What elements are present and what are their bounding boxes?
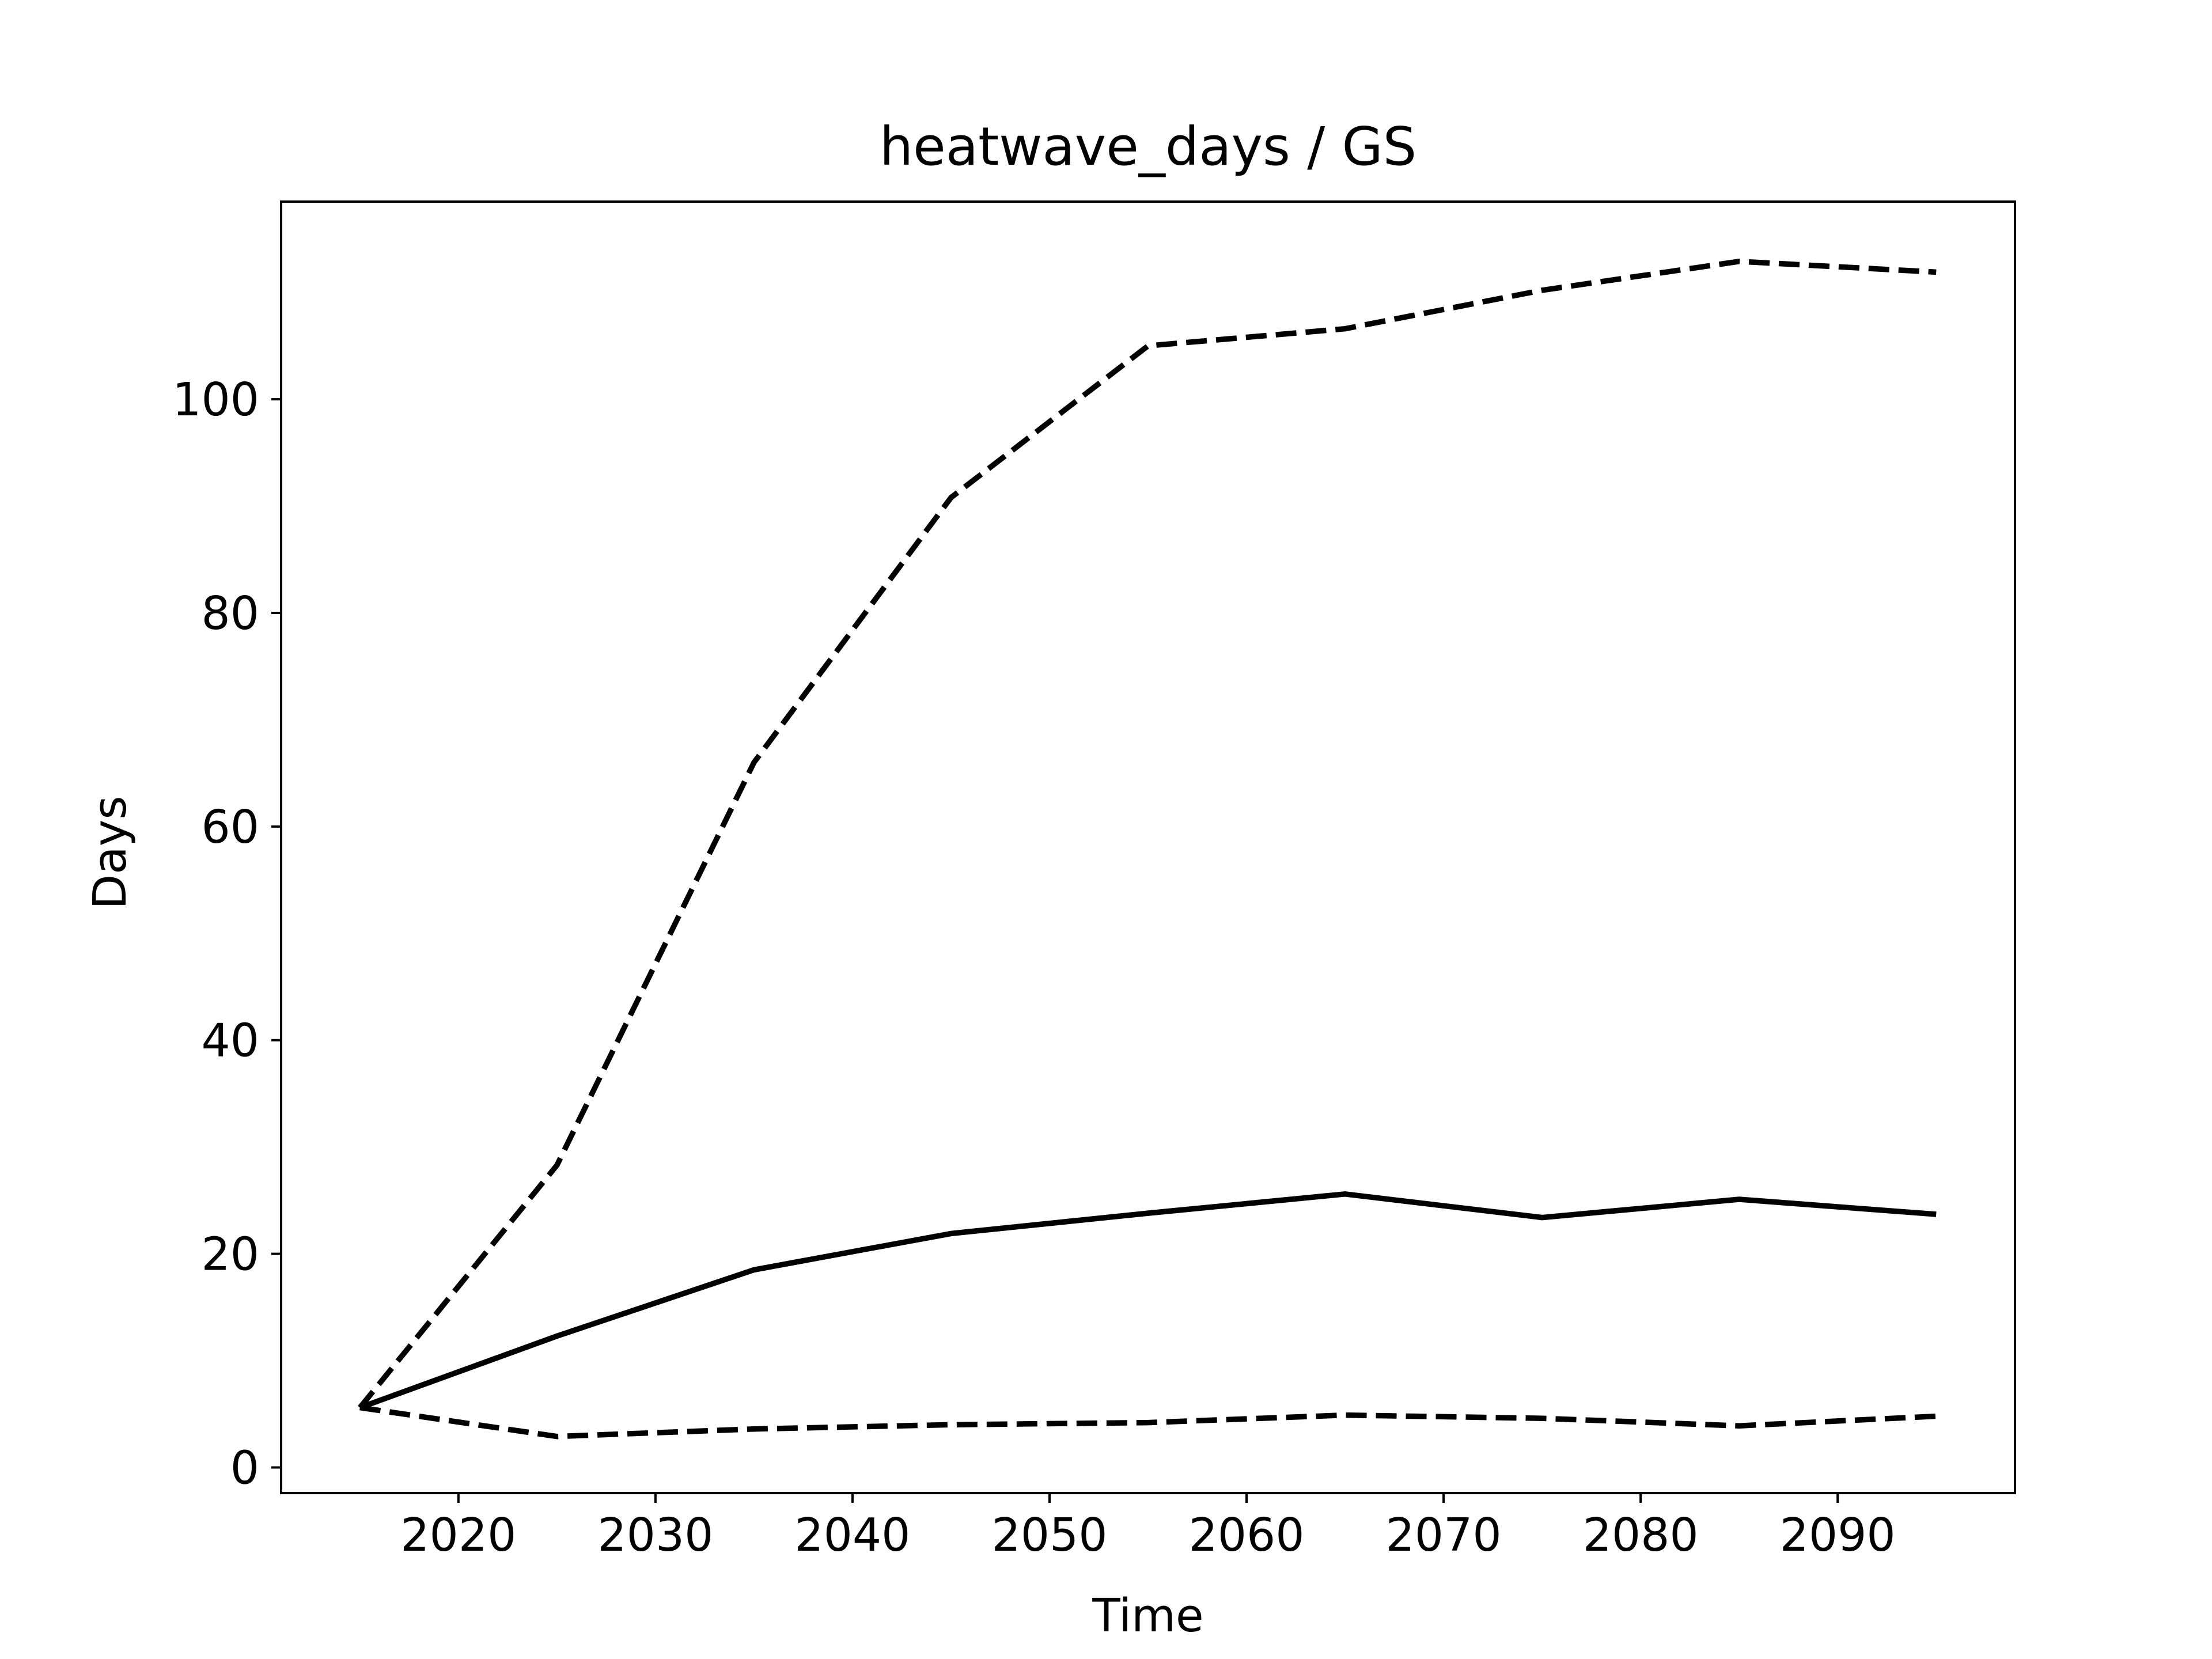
x-tick-label-2070: 2070 [1386,1509,1502,1562]
x-tick-label-2050: 2050 [991,1509,1107,1562]
y-tick-label-40: 40 [201,1014,259,1067]
x-tick-label-2020: 2020 [400,1509,516,1562]
series-central-line [359,1191,1937,1411]
x-tick-label-2030: 2030 [597,1509,713,1562]
y-tick-label-100: 100 [172,373,259,426]
x-tick-label-2090: 2090 [1780,1509,1896,1562]
y-tick-label-80: 80 [201,587,259,640]
y-tick-label-0: 0 [230,1441,259,1494]
plot-area-frame [280,200,2016,1494]
x-tick-label-2060: 2060 [1188,1509,1304,1562]
series-lower-bound-line [359,1404,1937,1440]
x-tick-label-2080: 2080 [1583,1509,1699,1562]
x-axis-label: Time [1092,1589,1203,1642]
x-tick-label-2040: 2040 [794,1509,910,1562]
y-tick-label-20: 20 [201,1228,259,1281]
series-upper-bound-line [358,259,1937,1410]
chart-title: heatwave_days / GS [880,116,1416,177]
y-axis-label: Days [84,796,137,909]
y-tick-label-60: 60 [201,801,259,854]
